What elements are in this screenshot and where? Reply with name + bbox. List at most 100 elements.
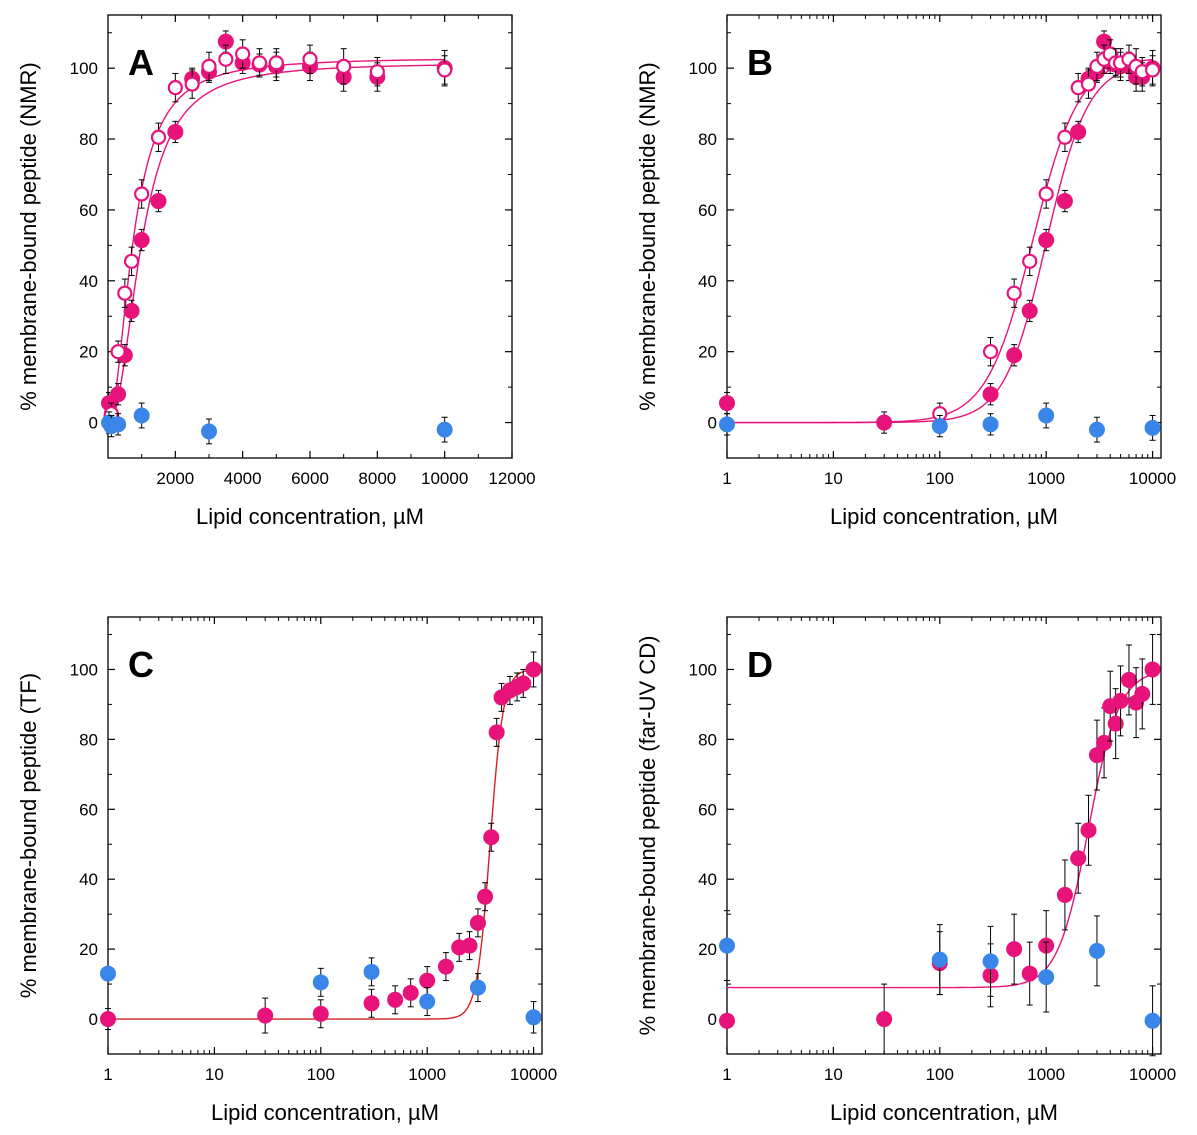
data-point: [419, 993, 436, 1010]
data-point: [982, 416, 999, 433]
data-point-open: [218, 51, 234, 67]
data-point: [100, 1011, 116, 1028]
data-point-open: [1038, 186, 1054, 202]
data-point: [1038, 969, 1055, 986]
data-point-open: [123, 253, 140, 269]
data-point: [1006, 347, 1023, 364]
data-point: [876, 1011, 893, 1028]
fit-curve: [108, 64, 445, 424]
data-point: [363, 963, 380, 980]
x-tick-label: 100: [926, 469, 954, 488]
data-point: [488, 724, 505, 741]
data-point-open: [167, 80, 183, 96]
data-point: [1120, 671, 1137, 688]
x-axis-label: Lipid concentration, µM: [830, 1100, 1058, 1125]
x-tick-label: 1: [103, 1065, 112, 1084]
data-point-open: [1144, 62, 1161, 78]
data-point: [1144, 661, 1161, 678]
y-tick-label: 20: [79, 940, 98, 959]
y-tick-label: 40: [79, 870, 98, 889]
panel-a: Lipid concentration, µM % membrane-bound…: [16, 14, 536, 529]
x-tick-label: 4000: [224, 469, 262, 488]
data-point: [1021, 302, 1038, 319]
data-point: [525, 661, 542, 678]
data-point: [1070, 123, 1087, 140]
x-tick-label: 10000: [510, 1065, 557, 1084]
data-point: [1038, 407, 1055, 424]
y-tick-label: 80: [698, 130, 717, 149]
x-tick-label: 10: [824, 1065, 843, 1084]
data-series: [719, 910, 1161, 1057]
y-tick-label: 20: [698, 940, 717, 959]
data-point: [1107, 715, 1124, 732]
data-point: [167, 123, 184, 140]
data-point: [719, 395, 735, 412]
data-point-open: [302, 51, 318, 67]
data-point: [419, 972, 436, 989]
panel-label: C: [128, 644, 154, 685]
y-tick-label: 0: [708, 1010, 717, 1029]
data-series: [719, 402, 1161, 443]
data-point-open: [982, 344, 999, 360]
data-point: [437, 958, 454, 975]
data-point-open: [1080, 76, 1097, 92]
data-point: [1056, 193, 1073, 210]
data-series: [103, 39, 453, 425]
data-point: [1038, 232, 1055, 249]
data-point: [133, 232, 150, 249]
data-point: [982, 953, 999, 970]
y-axis-label: % membrane-bound peptide (far-UV CD): [635, 636, 660, 1036]
y-tick-label: 60: [698, 201, 717, 220]
data-point: [1112, 692, 1129, 709]
y-tick-label: 0: [708, 414, 717, 433]
y-tick-label: 20: [79, 343, 98, 362]
data-point-open: [437, 62, 453, 78]
x-tick-label: 1: [722, 1065, 731, 1084]
data-point-open: [110, 344, 126, 360]
y-axis-label: % membrane-bound peptide (TF): [16, 673, 41, 998]
data-point-open: [235, 46, 251, 62]
data-point: [1006, 941, 1023, 958]
x-tick-label: 10: [824, 469, 843, 488]
x-tick-label: 1000: [1027, 469, 1065, 488]
data-point: [477, 888, 494, 905]
data-point-open: [336, 58, 352, 74]
data-point: [483, 829, 500, 846]
data-point: [469, 914, 486, 931]
fit-curves: [727, 58, 1153, 424]
data-point-open: [150, 129, 167, 145]
data-point: [110, 416, 127, 433]
y-tick-label: 100: [689, 660, 717, 679]
data-point: [461, 937, 478, 954]
panel-label: D: [747, 644, 773, 685]
data-point: [515, 675, 532, 692]
data-point: [719, 937, 735, 954]
data-point: [982, 386, 999, 403]
data-point: [1056, 886, 1073, 903]
data-point: [1088, 942, 1105, 959]
fit-curve: [108, 669, 534, 1020]
fit-curve: [727, 58, 1153, 424]
data-point: [123, 302, 140, 319]
data-point: [1070, 850, 1087, 867]
data-point-open: [268, 55, 284, 71]
data-point: [1096, 734, 1113, 751]
y-axis-label: % membrane-bound peptide (NMR): [635, 62, 660, 411]
y-tick-label: 0: [89, 1010, 98, 1029]
x-tick-label: 100: [926, 1065, 954, 1084]
y-tick-label: 100: [70, 59, 98, 78]
data-point-open: [369, 64, 385, 80]
fit-curves: [108, 669, 534, 1020]
plot-frame: [107, 14, 513, 459]
x-tick-label: 10000: [1129, 1065, 1176, 1084]
y-tick-label: 100: [70, 660, 98, 679]
fit-curve: [727, 64, 1153, 424]
data-point: [931, 951, 948, 968]
y-tick-label: 60: [79, 201, 98, 220]
data-point: [387, 991, 404, 1008]
x-axis-label: Lipid concentration, µM: [196, 504, 424, 529]
data-point: [525, 1009, 542, 1026]
fit-curves: [107, 58, 445, 424]
data-point: [1088, 421, 1105, 438]
